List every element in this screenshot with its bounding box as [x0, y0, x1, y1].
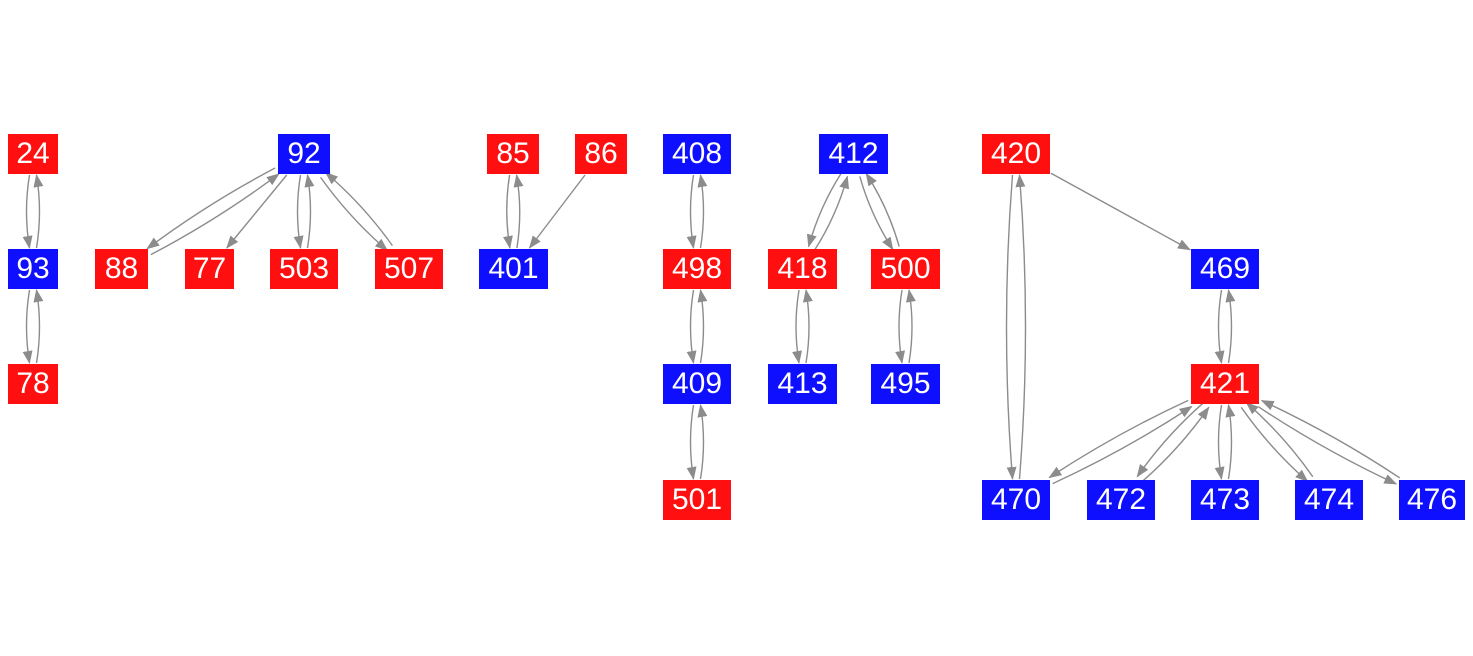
graph-node-77: 77 [185, 249, 234, 289]
edge-92-77 [226, 174, 288, 249]
edge-421-472 [1136, 402, 1205, 478]
graph-node-472: 472 [1087, 480, 1155, 520]
edge-401-85 [513, 173, 524, 249]
graph-node-408: 408 [663, 134, 731, 174]
edge-412-500 [859, 176, 894, 251]
graph-node-412: 412 [819, 134, 888, 174]
edge-501-409 [697, 404, 708, 480]
edge-93-78 [22, 289, 33, 364]
edge-24-93 [22, 174, 33, 249]
edge-421-474 [1240, 406, 1309, 482]
graph-node-474: 474 [1295, 480, 1363, 520]
edge-500-412 [865, 172, 900, 247]
graph-node-24: 24 [8, 134, 58, 174]
edge-500-495 [895, 289, 905, 364]
edge-421-473 [1214, 404, 1225, 480]
edge-92-88 [146, 167, 276, 250]
edge-472-421 [1141, 406, 1210, 482]
edge-470-420 [1015, 174, 1027, 480]
edge-421-469 [1225, 289, 1236, 364]
graph-node-88: 88 [95, 249, 148, 289]
graph-node-421: 421 [1191, 364, 1259, 404]
graph-node-401: 401 [479, 249, 548, 289]
edge-92-507 [320, 176, 388, 252]
edge-420-469 [1050, 172, 1191, 251]
edge-495-500 [906, 289, 916, 364]
edge-85-401 [502, 174, 513, 250]
edge-78-93 [33, 289, 44, 364]
graph-node-418: 418 [768, 249, 837, 289]
graph-node-469: 469 [1191, 249, 1259, 289]
edge-409-498 [697, 289, 708, 364]
edge-421-476 [1257, 406, 1398, 485]
graph-node-498: 498 [663, 249, 731, 289]
edge-408-498 [686, 174, 697, 249]
edge-470-421 [1052, 405, 1193, 485]
edge-418-413 [792, 289, 802, 364]
edge-474-421 [1245, 402, 1314, 478]
graph-node-420: 420 [982, 134, 1050, 174]
edge-421-470 [1048, 399, 1189, 479]
edge-498-408 [697, 174, 708, 249]
edge-498-409 [686, 289, 697, 364]
graph-node-413: 413 [768, 364, 837, 404]
graph-node-78: 78 [8, 364, 58, 404]
edge-476-421 [1260, 399, 1401, 479]
graph-node-476: 476 [1399, 480, 1465, 520]
edge-473-421 [1225, 404, 1236, 480]
edge-86-401 [528, 174, 586, 249]
edge-412-418 [806, 173, 842, 248]
graph-node-507: 507 [375, 249, 443, 289]
edge-88-92 [150, 173, 280, 256]
edge-469-421 [1214, 289, 1225, 364]
graph-node-85: 85 [487, 134, 539, 174]
edge-413-418 [803, 289, 813, 364]
graph-node-93: 93 [8, 249, 58, 289]
graph-node-500: 500 [871, 249, 940, 289]
graph-node-409: 409 [663, 364, 731, 404]
edge-503-92 [304, 174, 315, 249]
edge-92-503 [293, 174, 304, 249]
edge-409-501 [686, 404, 697, 480]
edge-507-92 [325, 171, 393, 247]
graph-node-495: 495 [871, 364, 940, 404]
graph-node-92: 92 [278, 134, 330, 174]
edge-418-412 [814, 175, 850, 250]
graph-node-470: 470 [982, 480, 1050, 520]
graph-node-86: 86 [575, 134, 627, 174]
edge-420-470 [1005, 174, 1017, 480]
graph-node-503: 503 [270, 249, 338, 289]
edge-93-24 [33, 174, 44, 249]
graph-node-473: 473 [1191, 480, 1259, 520]
graph-node-501: 501 [663, 480, 731, 520]
